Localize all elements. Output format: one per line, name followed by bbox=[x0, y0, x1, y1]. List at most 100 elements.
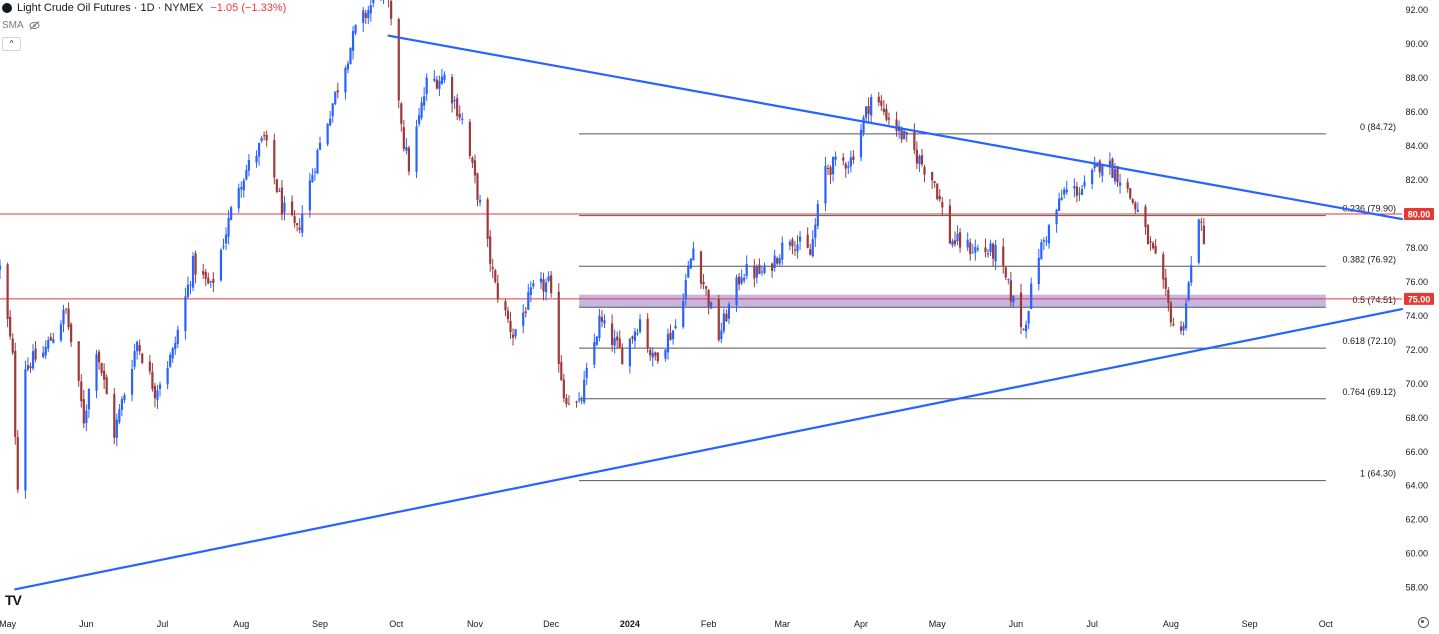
candle-body bbox=[771, 263, 774, 271]
candle bbox=[687, 260, 690, 278]
price-level-badge-bg bbox=[1404, 207, 1434, 220]
candle-body bbox=[760, 271, 764, 273]
candle-body bbox=[707, 290, 710, 308]
candle bbox=[867, 97, 870, 122]
gear-icon[interactable] bbox=[1418, 617, 1429, 628]
candle bbox=[717, 294, 720, 342]
candle bbox=[1126, 178, 1129, 193]
candle bbox=[478, 194, 482, 207]
tradingview-logo-icon[interactable]: TV bbox=[5, 592, 22, 608]
candle bbox=[346, 60, 350, 74]
candle-body bbox=[59, 324, 63, 341]
candle bbox=[435, 76, 438, 90]
y-axis[interactable]: 58.00 60.00 62.00 64.00 66.00 68.00 70.00 72.00… bbox=[1404, 5, 1434, 593]
candle-body bbox=[255, 155, 258, 163]
candle bbox=[1197, 218, 1200, 265]
candle bbox=[1047, 223, 1051, 249]
candle bbox=[456, 94, 459, 121]
candle-body bbox=[948, 205, 952, 244]
candle-body bbox=[651, 352, 654, 358]
candle bbox=[0, 259, 2, 279]
candle-body bbox=[1131, 199, 1134, 203]
candle-body bbox=[603, 320, 606, 324]
candle bbox=[895, 111, 898, 137]
candle bbox=[273, 133, 276, 185]
candle bbox=[255, 150, 258, 168]
price-level-badge: 80.00 bbox=[1404, 207, 1434, 220]
chart-title[interactable]: Light Crude Oil Futures · 1D · NYMEX bbox=[17, 2, 204, 14]
candle bbox=[1045, 236, 1048, 247]
candle-body bbox=[831, 157, 835, 175]
candle bbox=[450, 74, 454, 113]
candle bbox=[1151, 241, 1155, 250]
candle bbox=[842, 153, 845, 166]
candle-body bbox=[212, 278, 215, 284]
indicator-legend[interactable]: SMA bbox=[2, 20, 40, 31]
candle-body bbox=[456, 98, 459, 116]
candle-body bbox=[1058, 198, 1061, 211]
fib-level-label: 0.764 (69.12) bbox=[1342, 387, 1396, 397]
y-tick-label: 70.00 bbox=[1405, 379, 1428, 389]
x-axis[interactable]: May Jun Jul Aug Sep Oct Nov Dec 2024 Feb Mar Apr May… bbox=[0, 619, 1333, 629]
candle-body bbox=[34, 348, 37, 360]
candle-body bbox=[895, 119, 898, 132]
candle-body bbox=[796, 244, 799, 252]
candle bbox=[560, 355, 563, 381]
candle bbox=[669, 324, 672, 341]
candle-body bbox=[191, 256, 195, 288]
candle-body bbox=[362, 10, 365, 23]
candle bbox=[278, 187, 281, 192]
candle-body bbox=[727, 304, 731, 319]
y-tick-label: 82.00 bbox=[1405, 175, 1428, 185]
x-tick-label: Jul bbox=[1086, 619, 1098, 629]
candle-body bbox=[138, 345, 141, 352]
candle-body bbox=[814, 224, 817, 239]
indicator-name[interactable]: SMA bbox=[2, 20, 24, 31]
candle bbox=[489, 230, 492, 272]
candle-body bbox=[31, 351, 35, 369]
candle-body bbox=[400, 103, 403, 124]
candle-body bbox=[743, 277, 746, 281]
candle bbox=[847, 161, 850, 175]
candle bbox=[87, 388, 90, 419]
fib-level-label: 0.236 (79.90) bbox=[1342, 204, 1396, 214]
candle bbox=[933, 180, 936, 188]
candle-body bbox=[1154, 245, 1157, 254]
candle bbox=[176, 325, 179, 349]
candle bbox=[1002, 238, 1005, 274]
candle-body bbox=[1073, 186, 1076, 189]
candle-body bbox=[390, 0, 393, 19]
candle bbox=[496, 274, 499, 303]
candle-body bbox=[666, 334, 670, 353]
candle-body bbox=[755, 266, 758, 278]
candle-body bbox=[781, 242, 784, 260]
visibility-off-icon[interactable] bbox=[29, 21, 40, 30]
candle bbox=[136, 340, 139, 360]
collapse-legend-button[interactable]: ^ bbox=[2, 37, 21, 51]
candle bbox=[671, 330, 675, 345]
candle bbox=[913, 123, 916, 155]
candle-body bbox=[580, 399, 583, 401]
y-tick-label: 88.00 bbox=[1405, 73, 1428, 83]
candle bbox=[649, 347, 652, 361]
candle bbox=[562, 374, 565, 403]
candle-body bbox=[298, 227, 301, 230]
candle-body bbox=[1080, 189, 1084, 195]
x-tick-label: Jul bbox=[157, 619, 169, 629]
candle bbox=[290, 195, 294, 217]
candle-body bbox=[763, 265, 766, 273]
candle bbox=[44, 340, 47, 360]
candle bbox=[174, 336, 177, 355]
candle-body bbox=[1025, 324, 1028, 332]
candle bbox=[16, 430, 19, 494]
y-tick-label: 84.00 bbox=[1405, 141, 1428, 151]
candle bbox=[6, 262, 9, 328]
candle bbox=[171, 347, 174, 363]
candle-body bbox=[1172, 323, 1175, 326]
candle bbox=[194, 250, 197, 284]
candle bbox=[984, 238, 987, 258]
candle-body bbox=[994, 245, 997, 262]
candle bbox=[816, 199, 819, 230]
candle bbox=[557, 283, 560, 373]
